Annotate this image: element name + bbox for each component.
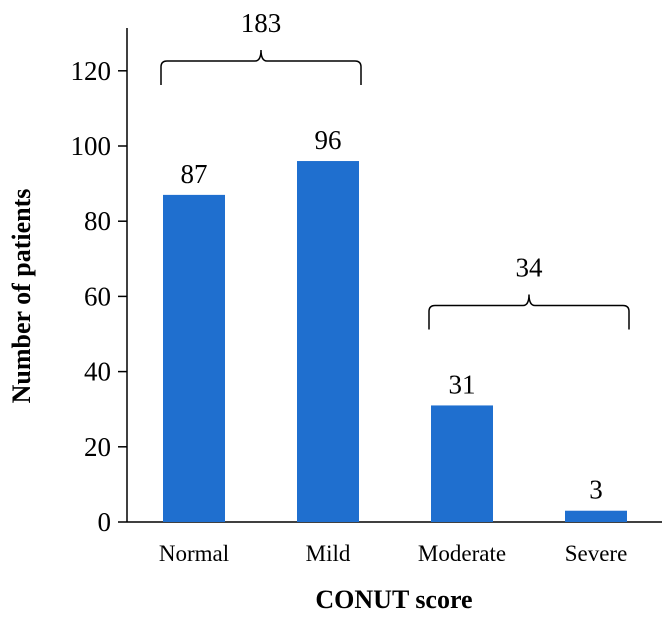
y-tick-label: 100 <box>71 131 112 161</box>
x-tick-label: Severe <box>565 541 628 566</box>
data-label: 31 <box>449 369 476 399</box>
x-axis-title: CONUT score <box>315 585 472 614</box>
y-axis-title: Number of patients <box>7 189 36 404</box>
data-label: 87 <box>181 159 208 189</box>
y-tick-label: 40 <box>84 357 111 387</box>
y-tick-label: 0 <box>98 507 112 537</box>
y-tick-label: 20 <box>84 432 111 462</box>
bracket-annotations: 183 34 <box>160 8 630 330</box>
x-tick-label: Mild <box>306 541 351 566</box>
bracket <box>428 294 630 330</box>
y-tick-label: 80 <box>84 206 111 236</box>
bar-normal <box>163 194 225 522</box>
bar-severe <box>565 510 627 522</box>
bars <box>163 161 627 523</box>
x-tick-label: Normal <box>159 541 229 566</box>
x-tick-label: Moderate <box>418 541 506 566</box>
data-label: 3 <box>589 475 603 505</box>
bar-mild <box>297 161 359 523</box>
y-tick-label: 120 <box>71 56 112 86</box>
x-axis-categories: Normal Mild Moderate Severe <box>159 541 627 566</box>
data-labels: 87 96 31 3 <box>181 125 603 505</box>
y-axis-ticks: 0 20 40 60 80 100 120 <box>71 56 127 537</box>
y-tick-label: 60 <box>84 281 111 311</box>
bar-moderate <box>431 405 493 522</box>
bracket-label: 183 <box>241 8 282 38</box>
data-label: 96 <box>315 125 342 155</box>
bracket <box>160 50 362 86</box>
bracket-label: 34 <box>516 252 544 282</box>
